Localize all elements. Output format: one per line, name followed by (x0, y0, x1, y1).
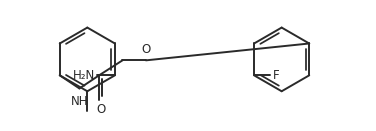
Text: O: O (97, 103, 106, 116)
Text: NH: NH (71, 95, 89, 108)
Text: H₂N: H₂N (73, 69, 95, 82)
Text: O: O (141, 43, 150, 56)
Text: F: F (273, 69, 280, 82)
